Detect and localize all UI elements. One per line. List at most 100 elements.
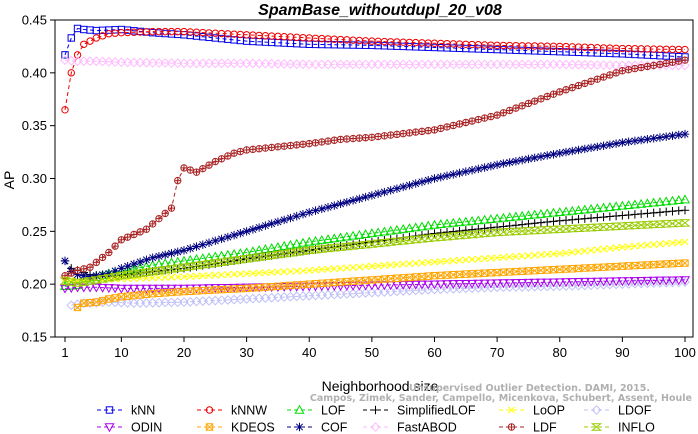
data-point xyxy=(385,225,396,235)
data-point xyxy=(161,273,169,281)
data-point xyxy=(467,225,477,234)
data-point xyxy=(67,34,75,42)
legend-item-kNN: kNN xyxy=(97,404,155,418)
data-point xyxy=(531,251,539,259)
data-point xyxy=(430,126,439,134)
data-point xyxy=(279,215,289,225)
data-point xyxy=(468,117,476,125)
data-point xyxy=(573,205,584,215)
data-point xyxy=(560,206,572,216)
data-point xyxy=(480,114,489,122)
data-point xyxy=(436,172,445,182)
data-point xyxy=(624,137,633,146)
data-point xyxy=(681,56,689,64)
legend-label: LDOF xyxy=(618,404,652,418)
data-point xyxy=(398,224,409,233)
data-point xyxy=(405,129,414,137)
data-point xyxy=(549,90,558,98)
data-point xyxy=(134,269,146,277)
data-point xyxy=(217,155,226,163)
data-point xyxy=(567,205,578,215)
data-point xyxy=(654,220,666,228)
data-point xyxy=(474,255,482,263)
data-point xyxy=(298,59,308,70)
data-point xyxy=(560,278,572,288)
x-tick-label: 80 xyxy=(553,345,567,360)
data-point xyxy=(318,138,326,146)
data-point xyxy=(460,279,471,289)
data-point xyxy=(105,295,113,303)
data-point xyxy=(554,59,565,70)
data-point xyxy=(229,283,240,293)
data-point xyxy=(675,259,683,268)
data-point xyxy=(604,222,616,231)
data-point xyxy=(86,298,94,307)
data-point xyxy=(642,276,653,286)
series-layer xyxy=(59,24,691,312)
data-point xyxy=(291,238,302,248)
data-point xyxy=(560,225,572,233)
data-point xyxy=(298,210,308,219)
data-point xyxy=(223,232,233,242)
data-point xyxy=(261,269,269,277)
data-point xyxy=(303,246,315,255)
data-point xyxy=(374,262,382,270)
data-point xyxy=(461,226,471,235)
data-point xyxy=(316,234,327,244)
data-point xyxy=(537,251,545,259)
data-point xyxy=(447,232,459,240)
data-point xyxy=(372,239,384,248)
data-point xyxy=(617,200,628,210)
data-point xyxy=(517,220,527,229)
data-point xyxy=(587,77,595,85)
data-point xyxy=(148,220,157,228)
data-point xyxy=(498,279,509,289)
data-point xyxy=(486,223,496,232)
data-point xyxy=(253,253,265,261)
data-point xyxy=(91,283,102,293)
data-point xyxy=(435,233,447,241)
x-tick-label: 30 xyxy=(239,345,253,360)
data-point xyxy=(574,248,583,256)
data-point xyxy=(485,229,497,237)
data-point xyxy=(499,253,507,261)
data-point xyxy=(98,253,107,262)
data-point xyxy=(486,161,496,171)
data-point xyxy=(648,276,659,286)
data-point xyxy=(167,249,176,258)
data-point xyxy=(128,270,140,278)
data-point xyxy=(285,239,296,249)
data-point xyxy=(549,150,558,159)
series-line xyxy=(64,59,685,66)
data-point xyxy=(516,227,528,235)
data-point xyxy=(199,164,207,173)
data-point xyxy=(59,284,71,294)
data-point xyxy=(72,283,83,293)
data-point xyxy=(636,198,647,208)
data-point xyxy=(436,228,445,238)
data-point xyxy=(416,235,428,243)
data-point xyxy=(261,221,270,230)
data-point xyxy=(241,58,252,69)
data-point xyxy=(579,277,590,287)
data-point xyxy=(643,241,651,249)
data-point xyxy=(341,242,353,251)
data-point xyxy=(59,281,71,290)
data-point xyxy=(487,254,495,262)
legend-item-ODIN: ODIN xyxy=(97,421,162,434)
data-point xyxy=(610,222,622,231)
data-point xyxy=(399,260,407,268)
x-tick-label: 70 xyxy=(490,345,504,360)
data-point xyxy=(293,267,301,275)
y-tick-label: 0.35 xyxy=(22,118,47,133)
data-point xyxy=(492,279,503,289)
data-point xyxy=(267,219,276,228)
data-point xyxy=(523,210,534,220)
data-point xyxy=(349,263,357,272)
data-point xyxy=(474,224,483,234)
legend-swatch-marker xyxy=(104,423,115,433)
data-point xyxy=(136,291,144,299)
data-point xyxy=(142,290,151,299)
data-point xyxy=(311,206,320,215)
data-point xyxy=(462,118,470,127)
